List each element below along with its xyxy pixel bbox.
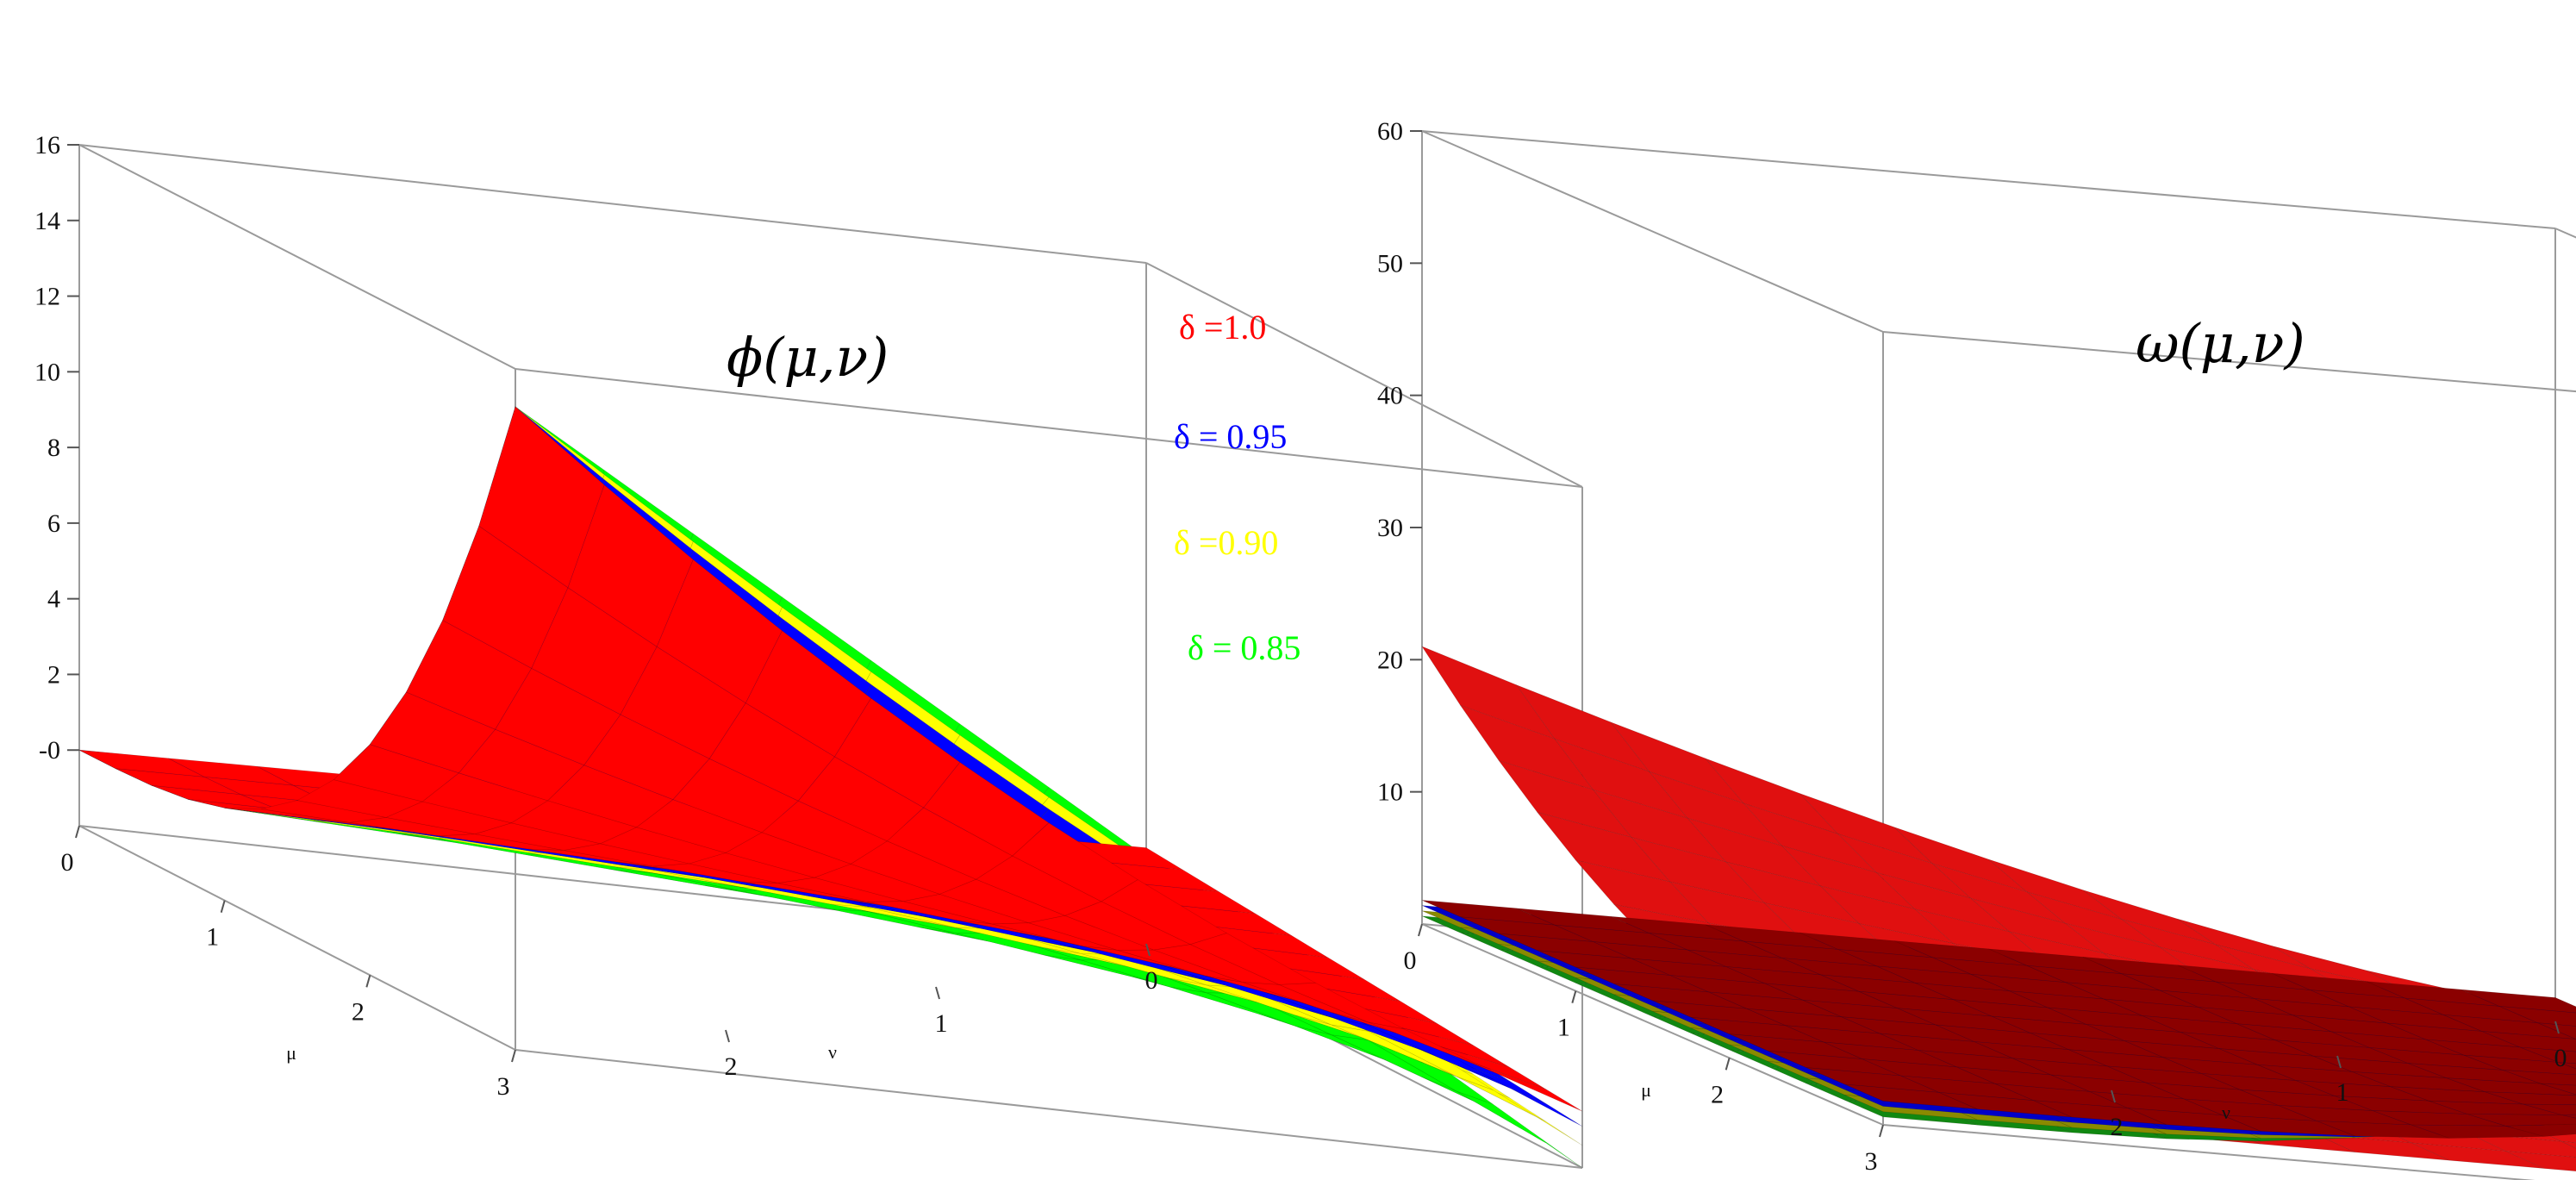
z-tick-label: 12 bbox=[34, 283, 60, 311]
mu-tick bbox=[1571, 990, 1577, 1003]
box-edge bbox=[1421, 130, 2556, 229]
surface-patch bbox=[2541, 1083, 2576, 1096]
nu-tick-label: 1 bbox=[935, 1009, 948, 1038]
z-tick-label: 50 bbox=[1377, 249, 1403, 278]
nu-axis-label: ν bbox=[2222, 1102, 2230, 1123]
surface-0 bbox=[78, 406, 1583, 1112]
surface-patch bbox=[1456, 1077, 1583, 1146]
mu-axis-label: μ bbox=[1641, 1079, 1651, 1101]
z-tick-label: 14 bbox=[34, 207, 60, 235]
z-tick-label: 2 bbox=[47, 660, 60, 689]
surface-patch bbox=[2467, 1132, 2576, 1158]
z-tick-label: 30 bbox=[1377, 514, 1403, 542]
surface-patch bbox=[1456, 1091, 1583, 1169]
nu-tick-label: 0 bbox=[1145, 966, 1158, 995]
z-tick-label: 4 bbox=[47, 585, 60, 614]
nu-tick-label: 2 bbox=[2111, 1113, 2124, 1141]
z-tick-label: 60 bbox=[1377, 117, 1403, 146]
mu-tick-label: 3 bbox=[497, 1072, 510, 1101]
nu-tick-label: 1 bbox=[2336, 1078, 2349, 1107]
surface-patch bbox=[2481, 1031, 2576, 1052]
mu-tick bbox=[1418, 923, 1423, 937]
nu-tick-label: 2 bbox=[725, 1052, 738, 1081]
surface-patch bbox=[2561, 1141, 2576, 1149]
box-edge bbox=[2554, 228, 2576, 239]
box-edge bbox=[78, 144, 516, 370]
mu-tick-label: 2 bbox=[1711, 1080, 1724, 1108]
z-tick-label: 40 bbox=[1377, 382, 1403, 410]
mu-tick-label: 0 bbox=[61, 848, 74, 877]
box-edge bbox=[1882, 1124, 2535, 1180]
mu-tick bbox=[511, 1049, 516, 1063]
surface-0 bbox=[1421, 900, 2576, 1139]
chart-title: ω(μ,ν) bbox=[2136, 312, 2305, 375]
box-edge bbox=[1882, 331, 2576, 393]
mu-tick bbox=[220, 900, 226, 913]
surface-patch bbox=[2520, 1046, 2576, 1064]
z-tick-label: 16 bbox=[34, 131, 60, 159]
z-tick-label: 10 bbox=[1377, 778, 1403, 807]
surface-patch bbox=[2558, 1062, 2576, 1070]
legend-entry: δ =1.0 bbox=[1179, 308, 1266, 347]
nu-tick bbox=[1145, 943, 1151, 957]
surface-patch bbox=[2498, 1006, 2576, 1027]
legend: δ =1.0 δ = 0.95 δ =0.90 δ = 0.85 bbox=[1174, 308, 1300, 667]
z-tick-label: -0 bbox=[39, 736, 60, 765]
legend-entry: δ = 0.85 bbox=[1188, 628, 1300, 667]
chart-title: ϕ(μ,ν) bbox=[727, 326, 889, 389]
mu-tick-label: 1 bbox=[1557, 1014, 1570, 1042]
mu-tick-label: 2 bbox=[352, 997, 365, 1026]
legend-entry: δ =0.90 bbox=[1174, 523, 1278, 562]
mu-tick bbox=[365, 975, 371, 988]
mu-tick bbox=[1725, 1058, 1731, 1071]
surface-patch bbox=[2467, 1114, 2576, 1127]
nu-tick bbox=[725, 1029, 730, 1043]
box-edge bbox=[78, 825, 516, 1051]
box-edge bbox=[515, 1049, 1583, 1169]
mu-tick bbox=[75, 825, 80, 839]
z-tick-label: 6 bbox=[47, 509, 60, 538]
surface-patch bbox=[1456, 1064, 1583, 1127]
surface-patch bbox=[1456, 1057, 1583, 1112]
surface-patch bbox=[2461, 989, 2576, 1014]
nu-axis-label: ν bbox=[828, 1041, 837, 1063]
z-tick-label: 10 bbox=[34, 358, 60, 386]
surface-patch bbox=[2561, 1114, 2576, 1119]
surface-patch bbox=[2505, 1123, 2576, 1137]
nu-tick bbox=[935, 986, 940, 1000]
z-tick-label: 8 bbox=[47, 434, 60, 462]
nu-tick-label: 0 bbox=[2554, 1044, 2567, 1072]
z-tick-label: 20 bbox=[1377, 646, 1403, 674]
nu-tick bbox=[2554, 1021, 2560, 1034]
legend-entry: δ = 0.95 bbox=[1174, 417, 1287, 456]
surface-patch bbox=[2464, 1054, 2576, 1076]
box-edge bbox=[1421, 130, 1884, 333]
mu-tick bbox=[1879, 1124, 1884, 1138]
surface-patch bbox=[2537, 1022, 2576, 1040]
surface-patch bbox=[2485, 1091, 2576, 1106]
mu-tick-label: 0 bbox=[1404, 946, 1417, 975]
nu-tick bbox=[2111, 1089, 2116, 1103]
box-edge bbox=[1421, 923, 1884, 1126]
mu-tick-label: 1 bbox=[206, 923, 219, 952]
surface-patch bbox=[2523, 1103, 2576, 1115]
box-edge bbox=[78, 144, 1147, 264]
box-edge bbox=[1145, 262, 1583, 488]
box-edge bbox=[515, 368, 1583, 488]
surface-patch bbox=[2505, 1151, 2576, 1172]
mu-tick-label: 3 bbox=[1865, 1147, 1878, 1176]
surface-patch bbox=[2502, 1070, 2576, 1086]
surface-patch bbox=[2442, 1015, 2576, 1040]
surface-patch bbox=[2446, 1077, 2576, 1096]
nu-tick bbox=[2336, 1055, 2342, 1069]
mu-axis-label: μ bbox=[286, 1042, 296, 1064]
